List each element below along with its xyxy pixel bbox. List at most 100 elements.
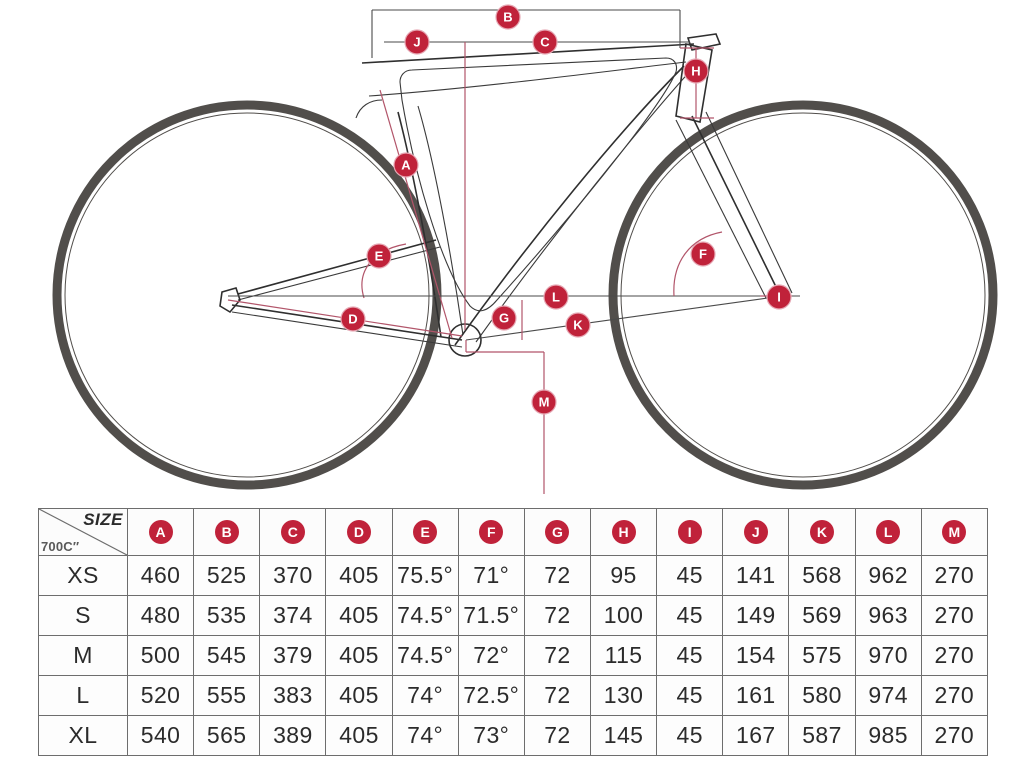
cell-xl-K: 587 — [788, 715, 856, 756]
corner-size-label: SIZE — [83, 510, 123, 529]
table-corner-cell: SIZE 700C″ — [38, 508, 128, 556]
column-header-A: A — [126, 508, 195, 556]
cell-l-L: 974 — [854, 675, 922, 716]
marker-label-J: J — [413, 35, 420, 50]
cell-xl-E: 74° — [391, 715, 459, 756]
diagram-marker-A: A — [393, 152, 419, 178]
diagram-marker-L: L — [543, 284, 569, 310]
marker-label-C: C — [540, 35, 550, 50]
cell-m-F: 72° — [457, 635, 525, 676]
cell-l-K: 580 — [788, 675, 856, 716]
marker-label-B: B — [503, 10, 512, 25]
cell-xs-E: 75.5° — [391, 555, 459, 596]
column-header-L: L — [854, 508, 922, 556]
cell-s-G: 72 — [523, 595, 591, 636]
cell-s-F: 71.5° — [457, 595, 525, 636]
size-label-xs: XS — [38, 555, 128, 596]
column-header-J: J — [722, 508, 790, 556]
table-row: S 480 535 374 405 74.5° 71.5° 72 100 45 … — [38, 595, 989, 636]
cell-l-H: 130 — [589, 675, 658, 716]
corner-wheel-label: 700C″ — [41, 539, 80, 554]
marker-label-K: K — [573, 318, 583, 333]
cell-s-M: 270 — [920, 595, 989, 636]
corner-diagonal-divider — [39, 509, 127, 555]
column-header-H: H — [589, 508, 658, 556]
diagram-marker-C: C — [532, 29, 558, 55]
column-header-G: G — [523, 508, 591, 556]
cell-xs-J: 141 — [722, 555, 790, 596]
diagram-marker-D: D — [340, 306, 366, 332]
column-header-D: D — [325, 508, 393, 556]
column-header-B: B — [193, 508, 261, 556]
cell-s-D: 405 — [325, 595, 393, 636]
marker-label-H: H — [691, 64, 700, 79]
cell-l-D: 405 — [325, 675, 393, 716]
cell-s-J: 149 — [722, 595, 790, 636]
cell-xl-C: 389 — [259, 715, 327, 756]
cell-xl-L: 985 — [854, 715, 922, 756]
cell-xl-H: 145 — [589, 715, 658, 756]
badge-C: C — [280, 520, 305, 544]
cell-m-B: 545 — [193, 635, 261, 676]
cell-m-J: 154 — [722, 635, 790, 676]
size-label-s: S — [38, 595, 128, 636]
cell-m-D: 405 — [325, 635, 393, 676]
cell-l-C: 383 — [259, 675, 327, 716]
cell-s-A: 480 — [126, 595, 195, 636]
cell-s-L: 963 — [854, 595, 922, 636]
diagram-marker-F: F — [690, 241, 716, 267]
cell-xs-A: 460 — [126, 555, 195, 596]
badge-L: L — [876, 520, 901, 544]
marker-label-D: D — [348, 312, 357, 327]
cell-l-M: 270 — [920, 675, 989, 716]
badge-A: A — [148, 520, 173, 544]
cell-m-A: 500 — [126, 635, 195, 676]
cell-l-E: 74° — [391, 675, 459, 716]
size-label-xl: XL — [38, 715, 128, 756]
cell-xs-M: 270 — [920, 555, 989, 596]
cell-s-I: 45 — [656, 595, 724, 636]
cell-s-H: 100 — [589, 595, 658, 636]
cell-m-C: 379 — [259, 635, 327, 676]
badge-M: M — [942, 520, 967, 544]
column-header-I: I — [656, 508, 724, 556]
rear-wheel — [52, 100, 442, 490]
cell-xl-B: 565 — [193, 715, 261, 756]
geometry-table: SIZE 700C″ A B C D E F G H I J K L M — [38, 508, 989, 756]
table-row: XS 460 525 370 405 75.5° 71° 72 95 45 14… — [38, 555, 989, 596]
cell-xs-B: 525 — [193, 555, 261, 596]
diagram-marker-B: B — [495, 4, 521, 30]
badge-J: J — [743, 520, 768, 544]
cell-s-B: 535 — [193, 595, 261, 636]
cell-xl-F: 73° — [457, 715, 525, 756]
front-wheel — [608, 100, 998, 490]
cell-xs-D: 405 — [325, 555, 393, 596]
cell-m-E: 74.5° — [391, 635, 459, 676]
cell-m-M: 270 — [920, 635, 989, 676]
marker-label-I: I — [777, 290, 781, 305]
diagram-marker-J: J — [404, 29, 430, 55]
diagram-marker-G: G — [491, 305, 517, 331]
cell-m-H: 115 — [589, 635, 658, 676]
cell-xs-H: 95 — [589, 555, 658, 596]
cell-xl-I: 45 — [656, 715, 724, 756]
cell-xl-G: 72 — [523, 715, 591, 756]
cell-s-E: 74.5° — [391, 595, 459, 636]
marker-label-L: L — [552, 290, 560, 305]
cell-l-A: 520 — [126, 675, 195, 716]
diagram-marker-M: M — [531, 389, 557, 415]
cell-xl-A: 540 — [126, 715, 195, 756]
diagram-marker-E: E — [366, 243, 392, 269]
diagram-marker-I: I — [766, 284, 792, 310]
size-label-m: M — [38, 635, 128, 676]
cell-xs-K: 568 — [788, 555, 856, 596]
badge-F: F — [479, 520, 504, 544]
badge-B: B — [214, 520, 239, 544]
marker-label-E: E — [375, 249, 384, 264]
diagram-marker-K: K — [565, 312, 591, 338]
cell-xl-D: 405 — [325, 715, 393, 756]
table-header-row: SIZE 700C″ A B C D E F G H I J K L M — [38, 508, 989, 556]
table-row: L 520 555 383 405 74° 72.5° 72 130 45 16… — [38, 675, 989, 716]
column-header-K: K — [788, 508, 856, 556]
